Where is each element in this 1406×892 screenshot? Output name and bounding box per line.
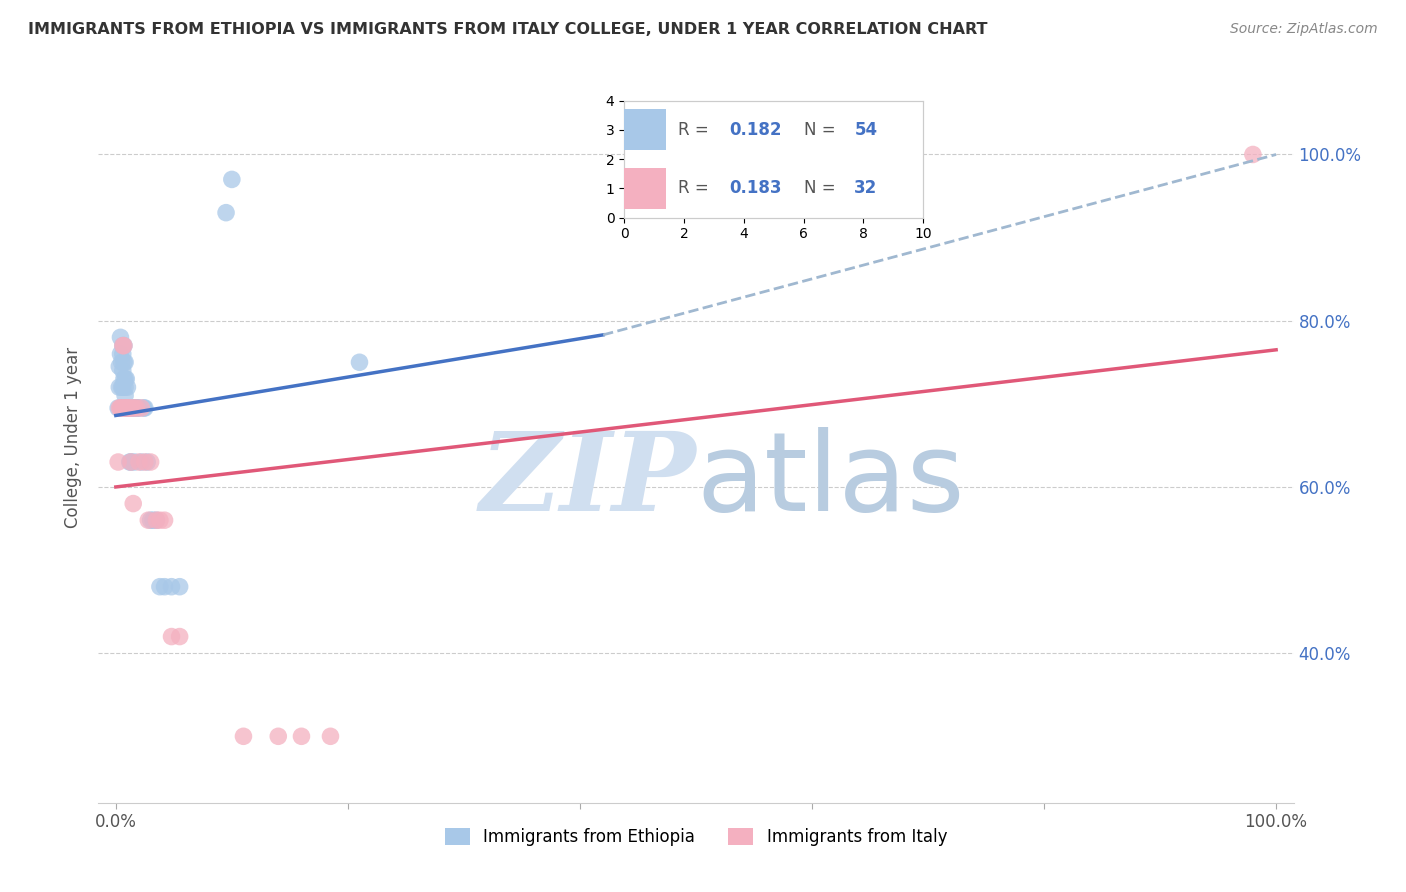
Point — [117, 401, 139, 415]
Point — [114, 372, 136, 386]
Point — [142, 513, 165, 527]
Point — [121, 401, 143, 415]
Point — [290, 729, 312, 743]
Point — [118, 455, 141, 469]
Legend: Immigrants from Ethiopia, Immigrants from Italy: Immigrants from Ethiopia, Immigrants fro… — [439, 822, 953, 853]
Point — [128, 455, 150, 469]
Point — [127, 401, 149, 415]
Point — [114, 388, 136, 402]
Point — [169, 630, 191, 644]
Point — [136, 455, 159, 469]
Text: Source: ZipAtlas.com: Source: ZipAtlas.com — [1230, 22, 1378, 37]
Text: atlas: atlas — [696, 427, 965, 534]
Point — [110, 401, 132, 415]
Point — [128, 401, 150, 415]
Point — [111, 363, 134, 377]
Point — [136, 513, 159, 527]
Point — [125, 401, 148, 415]
Point — [117, 401, 139, 415]
Point — [153, 513, 176, 527]
Point — [215, 205, 238, 219]
Point — [112, 401, 135, 415]
Y-axis label: College, Under 1 year: College, Under 1 year — [65, 346, 83, 528]
Point — [169, 580, 191, 594]
Point — [121, 401, 143, 415]
Point — [115, 401, 138, 415]
Point — [124, 455, 146, 469]
Point — [145, 513, 167, 527]
Point — [153, 580, 176, 594]
Text: IMMIGRANTS FROM ETHIOPIA VS IMMIGRANTS FROM ITALY COLLEGE, UNDER 1 YEAR CORRELAT: IMMIGRANTS FROM ETHIOPIA VS IMMIGRANTS F… — [28, 22, 987, 37]
Point — [118, 401, 141, 415]
Point — [120, 455, 142, 469]
Point — [122, 401, 145, 415]
Point — [149, 513, 172, 527]
Point — [111, 401, 134, 415]
Point — [1241, 147, 1264, 161]
Point — [110, 347, 132, 361]
Point — [160, 580, 183, 594]
Point — [117, 380, 139, 394]
Point — [132, 401, 155, 415]
Point — [107, 455, 129, 469]
Point — [131, 401, 153, 415]
Point — [111, 347, 134, 361]
Point — [160, 630, 183, 644]
Point — [120, 401, 142, 415]
Point — [117, 401, 139, 415]
Point — [124, 401, 146, 415]
Point — [221, 172, 243, 186]
Point — [108, 380, 131, 394]
Point — [117, 401, 139, 415]
Point — [114, 355, 136, 369]
Point — [111, 355, 134, 369]
Point — [108, 401, 131, 415]
Point — [111, 338, 134, 352]
Point — [349, 355, 371, 369]
Point — [134, 401, 156, 415]
Point — [108, 359, 131, 374]
Point — [115, 401, 138, 415]
Point — [134, 455, 156, 469]
Point — [149, 580, 172, 594]
Point — [120, 455, 142, 469]
Point — [117, 401, 139, 415]
Point — [267, 729, 290, 743]
Point — [107, 401, 129, 415]
Point — [112, 338, 135, 352]
Point — [112, 372, 135, 386]
Text: ZIP: ZIP — [479, 427, 696, 534]
Point — [125, 401, 148, 415]
Point — [112, 338, 135, 352]
Point — [112, 401, 135, 415]
Point — [114, 380, 136, 394]
Point — [232, 729, 254, 743]
Point — [112, 355, 135, 369]
Point — [139, 513, 162, 527]
Point — [319, 729, 342, 743]
Point — [115, 401, 138, 415]
Point — [139, 455, 162, 469]
Point — [122, 497, 145, 511]
Point — [145, 513, 167, 527]
Point — [118, 401, 141, 415]
Point — [111, 380, 134, 394]
Point — [110, 330, 132, 344]
Point — [111, 401, 134, 415]
Point — [117, 401, 139, 415]
Point — [124, 401, 146, 415]
Point — [122, 401, 145, 415]
Point — [111, 380, 134, 394]
Point — [115, 372, 138, 386]
Point — [111, 338, 134, 352]
Point — [131, 455, 153, 469]
Point — [114, 401, 136, 415]
